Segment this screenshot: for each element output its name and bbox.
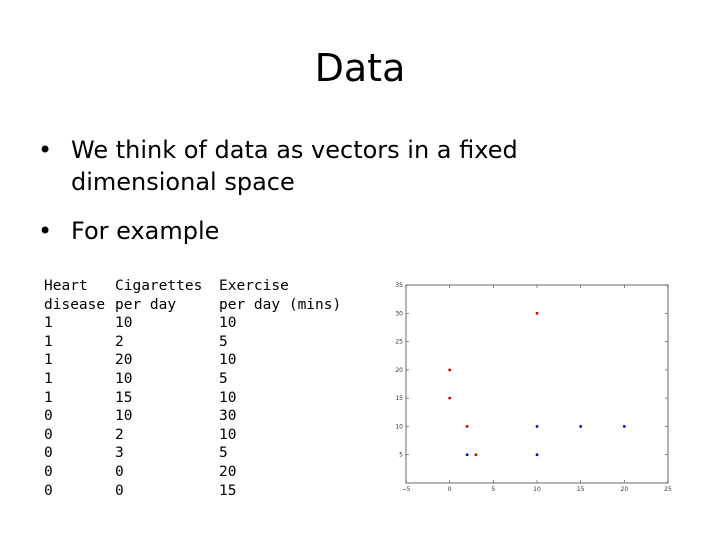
table-cell: 0	[115, 482, 124, 499]
plot-frame	[405, 284, 669, 484]
table-row: 0 3 5	[44, 444, 341, 463]
table-cell: 15	[115, 389, 133, 406]
data-point	[579, 425, 583, 428]
x-tick-label: 25	[664, 486, 672, 493]
table-row: 1 20 10	[44, 351, 341, 370]
table-cell: 0	[44, 408, 53, 425]
table-cell: 10	[219, 352, 237, 369]
data-point	[465, 453, 469, 457]
table-cell: 0	[44, 482, 53, 499]
table-cell: 0	[44, 426, 53, 443]
bullet-list: • We think of data as vectors in a fixed…	[38, 134, 658, 264]
table-cell: 30	[219, 408, 237, 425]
table-cell: 1	[44, 315, 53, 332]
table-row: 1 15 10	[44, 389, 341, 408]
table-cell: 10	[115, 408, 133, 425]
scatter-chart: −5 0 5 10 15 20 25 5 10 15 20 25 30 35	[395, 282, 672, 493]
table-cell: 2	[115, 333, 124, 350]
table-cell: 0	[44, 445, 53, 462]
table-cell: 2	[115, 426, 124, 443]
y-tick-label: 30	[395, 310, 403, 317]
data-table: Heart Cigarettes Exercise disease per da…	[44, 277, 341, 500]
table-cell: 10	[219, 315, 237, 332]
data-point	[474, 453, 478, 457]
bullet-text: We think of data as vectors in a fixed d…	[71, 136, 518, 196]
data-point	[448, 396, 452, 400]
data-point	[465, 425, 469, 428]
data-point	[622, 425, 626, 428]
table-row: 0 10 30	[44, 407, 341, 426]
y-tick-label: 25	[395, 339, 403, 346]
table-cell: 1	[44, 352, 53, 369]
data-point	[535, 425, 539, 428]
bullet-item: • For example	[38, 215, 658, 247]
x-tick-label: 0	[448, 486, 452, 493]
table-header-row: Heart Cigarettes Exercise	[44, 277, 341, 296]
table-cell: 10	[115, 370, 133, 387]
bullet-glyph: •	[38, 217, 53, 245]
table-cell: 1	[44, 333, 53, 350]
table-row: 0 0 15	[44, 482, 341, 501]
table-row: 0 2 10	[44, 426, 341, 445]
table-row: 1 10 10	[44, 314, 341, 333]
table-row: 0 0 20	[44, 463, 341, 482]
table-cell: 5	[219, 370, 228, 387]
x-tick-label: −5	[402, 486, 411, 493]
header-cigarettes-line2: per day	[115, 296, 177, 313]
table-cell: 0	[44, 463, 53, 480]
table-cell: 20	[219, 463, 237, 480]
table-cell: 5	[219, 445, 228, 462]
bullet-glyph: •	[38, 136, 53, 164]
header-cigarettes: Cigarettes	[115, 278, 203, 294]
x-tick-label: 5	[491, 486, 495, 493]
table-row: 1 2 5	[44, 333, 341, 352]
y-tick-label: 10	[395, 423, 403, 430]
x-tick-label: 20	[621, 486, 629, 493]
table-cell: 15	[219, 482, 237, 499]
y-tick-label: 20	[395, 367, 403, 374]
table-cell: 1	[44, 370, 53, 387]
data-point	[535, 453, 539, 457]
header-exercise-line2: per day (mins)	[219, 296, 342, 313]
bullet-item: • We think of data as vectors in a fixed…	[38, 134, 658, 198]
x-tick-label: 10	[533, 486, 541, 493]
table-row: 1 10 5	[44, 370, 341, 389]
y-tick-label: 35	[395, 282, 403, 289]
data-point	[535, 311, 539, 315]
y-tick-label: 15	[395, 395, 403, 402]
table-cell: 0	[115, 463, 124, 480]
data-point	[448, 368, 452, 372]
header-heart-disease: Heart	[44, 278, 88, 294]
bullet-text: For example	[71, 217, 220, 245]
header-heart-disease-line2: disease	[44, 296, 106, 313]
table-cell: 3	[115, 445, 124, 462]
table-cell: 20	[115, 352, 133, 369]
table-cell: 5	[219, 333, 228, 350]
y-tick-label: 5	[399, 452, 403, 459]
table-cell: 1	[44, 389, 53, 406]
table-cell: 10	[219, 426, 237, 443]
x-tick-label: 15	[577, 486, 585, 493]
header-exercise: Exercise	[219, 278, 289, 294]
table-header-row: disease per day per day (mins)	[44, 296, 341, 315]
slide-title: Data	[314, 46, 406, 90]
table-cell: 10	[115, 315, 133, 332]
table-cell: 10	[219, 389, 237, 406]
